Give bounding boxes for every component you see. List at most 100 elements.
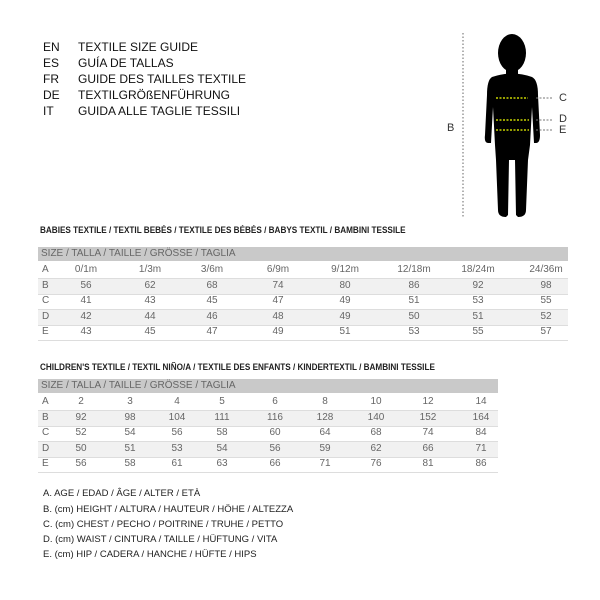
table-cell: 52	[540, 310, 552, 322]
table-cell: 98	[124, 411, 136, 423]
table-cell: 128	[316, 411, 334, 423]
table-row: C 52 54 56 58 60 64 68 74 84	[38, 426, 498, 442]
row-label: B	[42, 411, 49, 423]
child-silhouette-figure	[462, 33, 553, 217]
table-cell: 53	[408, 326, 420, 337]
table-row: B 92 98 104 111 116 128 140 152 164	[38, 410, 498, 427]
table-cell: 56	[269, 442, 281, 454]
table-cell: 62	[370, 442, 382, 454]
row-label: E	[42, 326, 49, 337]
table-cell: 49	[272, 326, 284, 337]
table-header: SIZE / TALLA / TAILLE / GRÖSSE / TAGLIA	[38, 247, 568, 261]
legend-item: B. (cm) HEIGHT / ALTURA / HAUTEUR / HÖHE…	[43, 504, 294, 515]
table-cell: 71	[475, 442, 487, 454]
label-e: E	[559, 124, 567, 136]
table-cell: 92	[75, 411, 87, 423]
row-label: E	[42, 458, 49, 469]
table-cell: 92	[472, 279, 484, 291]
table-cell: 66	[422, 442, 434, 454]
table-cell: 47	[272, 295, 284, 306]
table-cell: 98	[540, 279, 552, 291]
table-cell: 53	[472, 295, 484, 306]
table-cell: 74	[272, 279, 284, 291]
table-cell: 111	[214, 411, 230, 423]
table-cell: 14	[475, 396, 487, 407]
table-cell: 80	[339, 279, 351, 291]
table-cell: 57	[540, 326, 552, 337]
table-cell: 104	[168, 411, 186, 423]
table-cell: 43	[80, 326, 92, 337]
table-cell: 56	[171, 427, 183, 438]
table-row: E 43 45 47 49 51 53 55 57	[38, 325, 568, 341]
lang-line-it: IT GUIDA ALLE TAGLIE TESSILI	[43, 103, 240, 119]
table-cell: 84	[475, 427, 487, 438]
table-cell: 63	[216, 458, 228, 469]
table-cell: 62	[144, 279, 156, 291]
lang-text: GUÍA DE TALLAS	[78, 56, 174, 70]
row-label: B	[42, 279, 49, 291]
lang-code: EN	[43, 40, 60, 54]
table-header: SIZE / TALLA / TAILLE / GRÖSSE / TAGLIA	[38, 379, 498, 393]
table-cell: 76	[370, 458, 382, 469]
table-cell: 18/24m	[461, 264, 495, 275]
table-cell: 140	[367, 411, 385, 423]
table-cell: 12	[422, 396, 434, 407]
row-label: C	[42, 295, 50, 306]
table-cell: 51	[124, 442, 136, 454]
table-cell: 48	[272, 310, 284, 322]
legend-item: D. (cm) WAIST / CINTURA / TAILLE / HÜFTU…	[43, 534, 278, 545]
row-label: A	[42, 264, 49, 275]
label-d: D	[559, 113, 567, 125]
table-row: D 50 51 53 54 56 59 62 66 71	[38, 441, 498, 458]
table-cell: 3/6m	[200, 264, 224, 275]
table-cell: 44	[144, 310, 156, 322]
table-cell: 74	[422, 427, 434, 438]
table-cell: 56	[75, 458, 87, 469]
table-cell: 3	[127, 396, 133, 407]
table-cell: 61	[171, 458, 183, 469]
table-cell: 51	[408, 295, 420, 306]
table-cell: 43	[144, 295, 156, 306]
table-cell: 46	[206, 310, 218, 322]
table-cell: 81	[422, 458, 434, 469]
legend-item: C. (cm) CHEST / PECHO / POITRINE / TRUHE…	[43, 519, 284, 530]
table-cell: 51	[339, 326, 351, 337]
table-cell: 60	[269, 427, 281, 438]
table-cell: 68	[206, 279, 218, 291]
table-cell: 164	[472, 411, 490, 423]
table-row: D 42 44 46 48 49 50 51 52	[38, 309, 568, 326]
table-cell: 68	[370, 427, 382, 438]
lang-text: TEXTILGRÖßENFÜHRUNG	[78, 88, 231, 102]
table-cell: 6/9m	[266, 264, 290, 275]
table-cell: 10	[370, 396, 382, 407]
table-cell: 50	[408, 310, 420, 322]
table-row: C 41 43 45 47 49 51 53 55	[38, 294, 568, 310]
lang-code: IT	[43, 104, 54, 118]
table-cell: 47	[206, 326, 218, 337]
legend-item: A. AGE / EDAD / ÂGE / ALTER / ETÀ	[43, 488, 201, 499]
row-label: C	[42, 427, 50, 438]
table-cell: 49	[339, 310, 351, 322]
table-cell: 58	[124, 458, 136, 469]
lang-code: FR	[43, 72, 59, 86]
lang-code: DE	[43, 88, 60, 102]
table-cell: 24/36m	[529, 264, 563, 275]
row-label: A	[42, 396, 49, 407]
lang-code: ES	[43, 56, 60, 70]
table-cell: 0/1m	[74, 264, 98, 275]
row-label: D	[42, 310, 50, 322]
table-cell: 45	[144, 326, 156, 337]
table-row: A 2 3 4 5 6 8 10 12 14	[38, 395, 498, 411]
table-cell: 152	[419, 411, 437, 423]
table-cell: 56	[80, 279, 92, 291]
table-cell: 5	[219, 396, 225, 407]
lang-line-en: EN TEXTILE SIZE GUIDE	[43, 39, 198, 55]
table-cell: 71	[319, 458, 331, 469]
table-cell: 12/18m	[397, 264, 431, 275]
table-cell: 53	[171, 442, 183, 454]
children-table-title: CHILDREN'S TEXTILE / TEXTIL NIÑO/A / TEX…	[40, 362, 435, 373]
table-cell: 41	[80, 295, 92, 306]
table-cell: 66	[269, 458, 281, 469]
table-row: A 0/1m 1/3m 3/6m 6/9m 9/12m 12/18m 18/24m 24/36m	[38, 263, 568, 279]
